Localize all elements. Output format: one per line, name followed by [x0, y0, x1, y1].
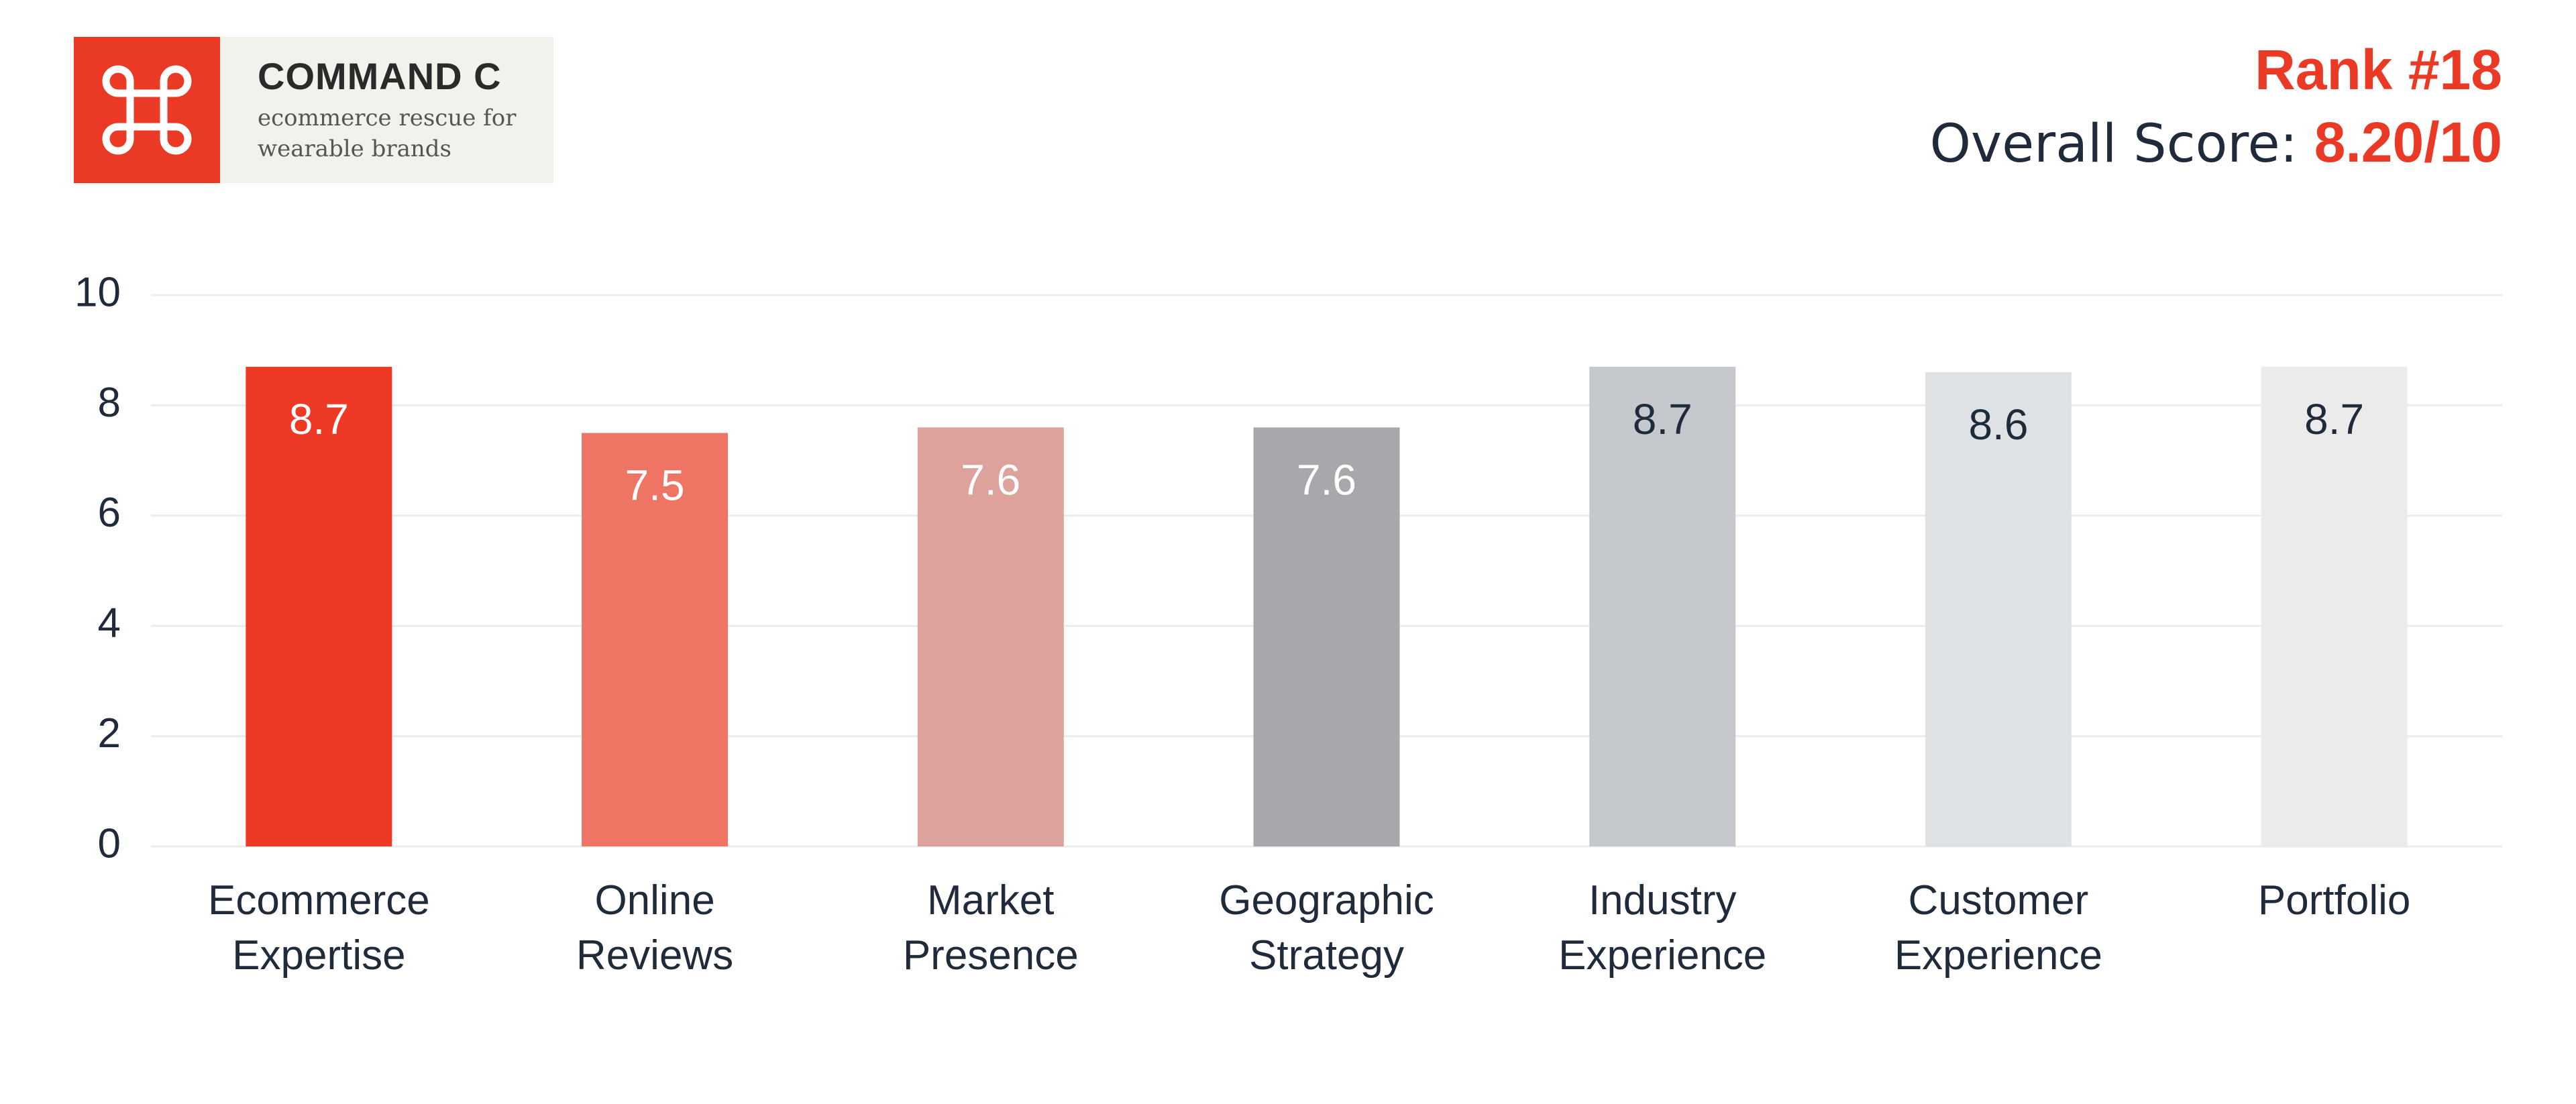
bar [1589, 366, 1736, 846]
y-tick-label: 0 [98, 820, 121, 867]
data-label: 7.6 [1297, 455, 1356, 504]
bar [582, 433, 729, 846]
logo-tagline-line1: ecommerce rescue for [258, 105, 517, 132]
data-label: 8.6 [1968, 400, 2028, 449]
logo-name: COMMAND C [258, 54, 502, 97]
data-label: 7.5 [625, 461, 685, 510]
data-label: 7.6 [961, 455, 1020, 504]
category-label: Experience [1894, 932, 2102, 979]
command-key-icon [74, 37, 220, 183]
data-label: 8.7 [2304, 395, 2364, 443]
category-label: Reviews [576, 932, 733, 979]
data-label: 8.7 [289, 395, 349, 443]
rank-label: Rank #18 [2255, 38, 2502, 101]
category-label: Geographic [1219, 877, 1434, 924]
overall-score-value: 8.20/10 [2314, 111, 2502, 174]
y-tick-label: 8 [98, 380, 121, 426]
data-labels: 8.7 7.5 7.6 7.6 8.7 8.6 8.7 [289, 395, 2364, 510]
category-label: Online [594, 877, 714, 924]
category-label: Market [927, 877, 1054, 924]
bar [1253, 427, 1400, 846]
y-tick-label: 6 [98, 490, 121, 536]
category-label: Experience [1558, 932, 1766, 979]
category-label: Presence [903, 932, 1079, 979]
bar [917, 427, 1064, 846]
category-label: Portfolio [2258, 877, 2410, 924]
bar [2261, 366, 2408, 846]
category-label: Expertise [232, 932, 405, 979]
overall-score: Overall Score: 8.20/10 [1930, 114, 2502, 170]
y-tick-label: 2 [98, 710, 121, 757]
y-tick-label: 10 [74, 269, 121, 315]
x-axis-categories: Ecommerce Expertise Online Reviews Market Pre… [208, 877, 2410, 979]
bars [246, 366, 2408, 846]
category-label: Industry [1589, 877, 1737, 924]
y-axis-ticks: 0 2 4 6 8 10 [74, 269, 121, 867]
y-tick-label: 4 [98, 600, 121, 647]
category-label: Customer [1909, 877, 2089, 924]
bar [246, 366, 392, 846]
category-label: Ecommerce [208, 877, 430, 924]
logo-tagline-line2: wearable brands [258, 135, 451, 163]
overall-score-label: Overall Score: [1929, 114, 2314, 174]
brand-logo: COMMAND C ecommerce rescue for wearable … [74, 37, 553, 183]
category-label: Strategy [1249, 932, 1404, 979]
logo-text: COMMAND C ecommerce rescue for wearable … [220, 37, 516, 183]
data-label: 8.7 [1633, 395, 1693, 443]
bar [1925, 372, 2072, 846]
